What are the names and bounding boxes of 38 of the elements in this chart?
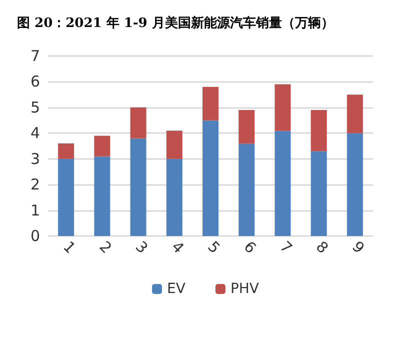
bar <box>238 143 255 236</box>
y-tick-label: 6 <box>30 72 40 91</box>
bar <box>346 133 363 236</box>
y-tick-label: 1 <box>30 201 40 220</box>
bar <box>130 138 146 236</box>
bar <box>310 110 327 152</box>
bar <box>58 158 74 236</box>
y-tick-label: 4 <box>30 124 40 142</box>
legend-label: EV <box>167 281 186 297</box>
bar <box>238 110 255 144</box>
x-tick-label: 5 <box>204 238 224 258</box>
bar <box>130 107 146 138</box>
bar <box>166 158 182 236</box>
bar <box>346 94 363 134</box>
y-tick-label: 2 <box>30 176 40 194</box>
bar <box>94 136 110 156</box>
y-tick-label: 5 <box>30 98 40 116</box>
bar <box>274 130 291 236</box>
bar <box>58 143 74 159</box>
y-tick-label: 7 <box>30 47 40 65</box>
y-tick-label: 3 <box>30 150 40 168</box>
legend-label: PHV <box>230 281 260 297</box>
bar <box>202 86 218 120</box>
x-tick-label: 2 <box>96 238 116 258</box>
x-tick-label: 6 <box>240 238 260 258</box>
x-tick-label: 9 <box>348 238 368 258</box>
bar <box>274 84 291 131</box>
bar <box>202 120 218 236</box>
y-tick-label: 0 <box>30 227 40 245</box>
x-tick-label: 1 <box>60 238 80 258</box>
x-tick-label: 4 <box>168 238 188 258</box>
bar <box>166 130 182 159</box>
x-tick-label: 3 <box>132 238 152 258</box>
x-tick-label: 8 <box>312 238 332 258</box>
bar <box>310 151 327 236</box>
chart-title: 图 20：2021 年 1-9 月美国新能源汽车销量（万辆） <box>17 15 334 31</box>
bar <box>94 156 110 236</box>
x-tick-label: 7 <box>276 238 296 258</box>
